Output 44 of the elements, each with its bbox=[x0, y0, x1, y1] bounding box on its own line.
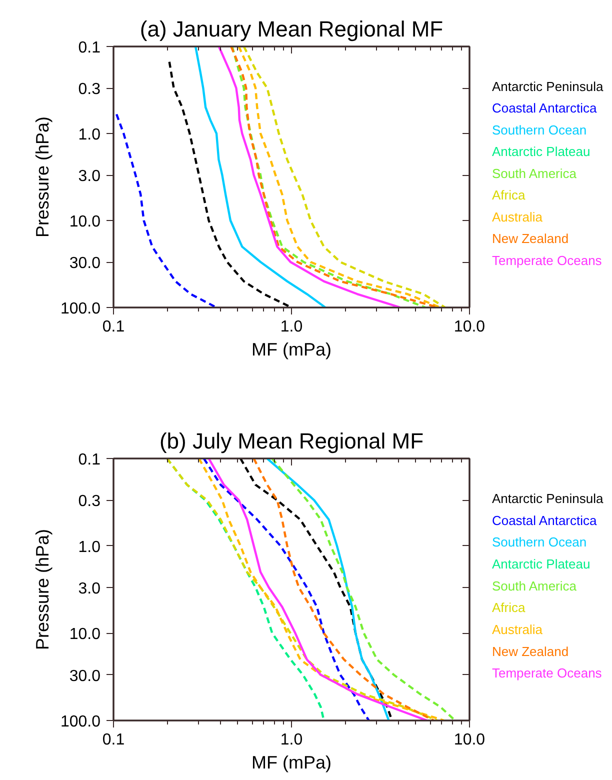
y-axis-title: Pressure (hPa) bbox=[32, 528, 52, 650]
y-tick-label: 3.0 bbox=[78, 580, 101, 598]
y-tick-label: 0.3 bbox=[78, 81, 101, 98]
y-tick-label: 1.0 bbox=[78, 538, 101, 556]
x-tick-label: 1.0 bbox=[280, 318, 303, 336]
chart-title: (b) July Mean Regional MF bbox=[159, 428, 424, 454]
x-tick-label: 10.0 bbox=[454, 318, 486, 336]
text: Antarctic Plateau bbox=[492, 556, 590, 572]
text: Southern Ocean bbox=[492, 534, 587, 550]
x-axis-title: MF (mPa) bbox=[252, 340, 332, 360]
x-tick-label: 0.1 bbox=[102, 318, 125, 336]
text: South America bbox=[492, 578, 578, 594]
text: Africa bbox=[492, 188, 526, 203]
y-tick-label: 30.0 bbox=[69, 255, 101, 272]
text: Southern Ocean bbox=[492, 122, 587, 138]
y-tick-label: 1.0 bbox=[78, 126, 101, 144]
text: Coastal Antarctica bbox=[492, 100, 598, 116]
y-tick-label: 100.0 bbox=[60, 300, 101, 318]
x-axis-title: MF (mPa) bbox=[252, 752, 332, 772]
text: New Zealand bbox=[492, 231, 569, 246]
text: New Zealand bbox=[492, 644, 569, 659]
text: Antarctic Peninsula bbox=[492, 78, 604, 94]
text: Temperate Oceans bbox=[492, 252, 602, 268]
x-tick-label: 0.1 bbox=[102, 732, 125, 748]
y-tick-label: 10.0 bbox=[69, 214, 101, 230]
y-tick-label: 30.0 bbox=[69, 668, 101, 685]
x-tick-label: 10.0 bbox=[454, 732, 486, 748]
y-tick-label: 100.0 bbox=[60, 714, 101, 730]
y-tick-label: 0.1 bbox=[78, 452, 101, 468]
y-tick-label: 10.0 bbox=[69, 626, 101, 644]
text: Africa bbox=[492, 600, 526, 616]
x-tick-label: 1.0 bbox=[280, 732, 303, 748]
y-tick-label: 3.0 bbox=[78, 168, 101, 186]
text: Australia bbox=[492, 209, 544, 224]
text: Antarctic Peninsula bbox=[492, 491, 604, 506]
y-axis-title: Pressure (hPa) bbox=[32, 116, 52, 238]
y-tick-label: 0.1 bbox=[78, 40, 101, 56]
text: Temperate Oceans bbox=[492, 666, 602, 681]
text: Australia bbox=[492, 622, 544, 638]
legend-label: Antarctic Plateau bbox=[492, 144, 590, 160]
text: South America bbox=[492, 166, 578, 181]
chart-title: (a) January Mean Regional MF bbox=[140, 16, 444, 42]
y-tick-label: 0.3 bbox=[78, 493, 101, 510]
text: Coastal Antarctica bbox=[492, 512, 598, 528]
